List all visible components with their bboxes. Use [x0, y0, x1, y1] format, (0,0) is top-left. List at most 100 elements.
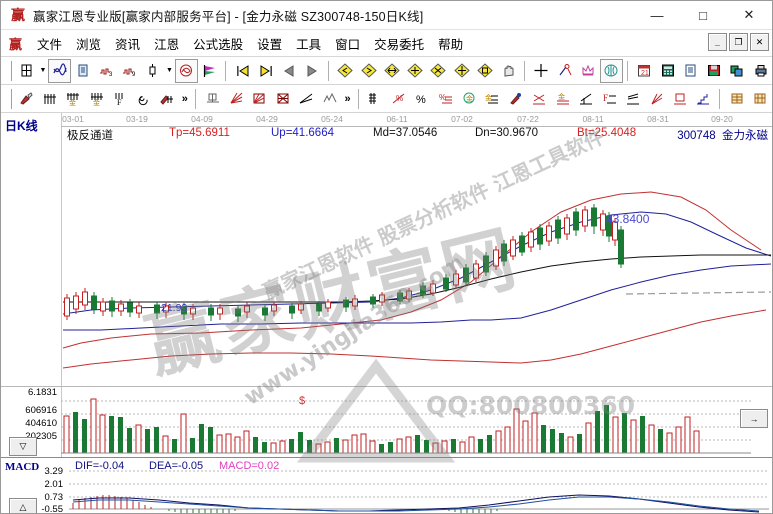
menu-item-gann[interactable]: 江恩: [154, 37, 180, 52]
calendar21-icon[interactable]: 21: [634, 60, 655, 82]
menu-item-news[interactable]: 资讯: [115, 37, 141, 52]
menu-item-tools[interactable]: 工具: [296, 37, 322, 52]
prev-icon[interactable]: [278, 60, 299, 82]
period-dropdown-icon[interactable]: ▼: [39, 67, 47, 74]
volume-panel[interactable]: 6.1831 606916 404610 202305 $: [1, 386, 772, 458]
candle-dropdown-icon[interactable]: ▼: [165, 67, 173, 74]
mdi-restore-button[interactable]: ❐: [729, 33, 748, 51]
mdi-window-controls: _ ❐ ✕: [708, 33, 769, 51]
last-page-icon[interactable]: [255, 60, 276, 82]
fan-red-icon[interactable]: [225, 88, 246, 110]
gann-gold-1-icon[interactable]: 金: [63, 88, 84, 110]
calendar-period-icon[interactable]: [16, 60, 37, 82]
red-fan-icon[interactable]: [646, 88, 667, 110]
gann-f-icon[interactable]: F: [109, 88, 130, 110]
f-line-icon[interactable]: F: [599, 88, 620, 110]
zoom-diamond-5-icon[interactable]: [428, 60, 449, 82]
scribble-chart-icon[interactable]: [48, 58, 72, 83]
next-icon[interactable]: [302, 60, 323, 82]
mdi-close-button[interactable]: ✕: [750, 33, 769, 51]
menu-item-formula-screen[interactable]: 公式选股: [193, 37, 244, 52]
toolbar-overflow-1-icon[interactable]: »: [181, 92, 188, 105]
calculator-icon[interactable]: [657, 60, 678, 82]
print-icon[interactable]: [750, 60, 771, 82]
first-page-icon[interactable]: [232, 60, 253, 82]
zigzag-icon[interactable]: [319, 88, 340, 110]
volume-panel-expand-button[interactable]: →: [740, 409, 768, 428]
crosshair-icon[interactable]: [531, 60, 552, 82]
ladder-icon[interactable]: [365, 88, 386, 110]
save-icon[interactable]: [703, 60, 724, 82]
toolbar-overflow-2-icon[interactable]: »: [344, 92, 351, 105]
kline9-icon[interactable]: 9: [119, 60, 140, 82]
box-icon[interactable]: [202, 88, 223, 110]
percent-red-icon[interactable]: %: [388, 88, 409, 110]
percent-icon[interactable]: %: [411, 88, 432, 110]
macd-title-label: MACD: [5, 461, 40, 473]
gold-circle-icon[interactable]: 金: [458, 88, 479, 110]
menu-item-browse[interactable]: 浏览: [76, 37, 102, 52]
zoom-diamond-6-icon[interactable]: [451, 60, 472, 82]
square-net-icon[interactable]: [272, 88, 293, 110]
gann-circle-icon[interactable]: [174, 58, 198, 83]
pen-draw-icon[interactable]: [16, 88, 37, 110]
notes-icon[interactable]: [680, 60, 701, 82]
zoom-diamond-3-icon[interactable]: [381, 60, 402, 82]
report-icon[interactable]: [72, 60, 93, 82]
indicator-dn: Dn=30.9670: [475, 127, 538, 139]
svg-text:金: 金: [558, 92, 565, 101]
angle2-icon[interactable]: [575, 88, 596, 110]
toolbar-grip[interactable]: [6, 60, 12, 81]
price-label-latest: 43.8400: [606, 212, 650, 226]
macd-axis-label: 0.73: [44, 492, 64, 503]
menu-item-help[interactable]: 帮助: [438, 37, 464, 52]
cross-line-icon[interactable]: [529, 88, 550, 110]
minimize-button[interactable]: —: [650, 7, 664, 23]
spiral-icon[interactable]: [133, 88, 154, 110]
maximize-button[interactable]: □: [699, 7, 707, 23]
title-bar: 赢 赢家江恩专业版[赢家内部服务平台] - [金力永磁 SZ300748-150…: [1, 1, 772, 30]
hand-pan-icon[interactable]: [498, 60, 519, 82]
macd-panel[interactable]: MACD DIF=-0.04 DEA=-0.05 MACD=0.02 3.29 …: [1, 457, 772, 513]
volume-axis-label: 606916: [25, 405, 57, 416]
gold-line-icon[interactable]: 金: [482, 88, 503, 110]
pointer-draw-icon[interactable]: [554, 60, 575, 82]
gold-square-icon[interactable]: 金: [552, 88, 573, 110]
zoom-diamond-2-icon[interactable]: [358, 60, 379, 82]
grid-lines-icon[interactable]: [39, 88, 60, 110]
square-fan-icon[interactable]: [249, 88, 270, 110]
copy-icon[interactable]: [727, 60, 748, 82]
red-box-icon[interactable]: [669, 88, 690, 110]
date-tick: 04-29: [256, 114, 278, 124]
macd-scroll-up-button[interactable]: △: [9, 498, 37, 513]
multi-line-icon[interactable]: [622, 88, 643, 110]
volume-scroll-down-button[interactable]: ▽: [9, 437, 37, 456]
price-panel[interactable]: 43.8400 21.93: [1, 142, 772, 386]
zoom-diamond-4-icon[interactable]: [405, 60, 426, 82]
menu-item-trade[interactable]: 交易委托: [374, 37, 425, 52]
menu-item-window[interactable]: 窗口: [335, 37, 361, 52]
mdi-minimize-button[interactable]: _: [708, 33, 727, 51]
kline3-icon[interactable]: 3: [96, 60, 117, 82]
angle-line-icon[interactable]: [296, 88, 317, 110]
candle-icon[interactable]: [142, 60, 163, 82]
percent-line-icon[interactable]: %: [435, 88, 456, 110]
date-tick: 03-19: [126, 114, 148, 124]
pen-grid-icon[interactable]: [156, 88, 177, 110]
toolbar-separator: [225, 60, 227, 81]
zoom-diamond-7-icon[interactable]: [474, 60, 495, 82]
menu-item-file[interactable]: 文件: [37, 37, 63, 52]
rocket-icon[interactable]: [505, 88, 526, 110]
flag-icon[interactable]: [199, 60, 220, 82]
brain-icon[interactable]: [599, 58, 623, 83]
gann-gold-2-icon[interactable]: 金: [86, 88, 107, 110]
grid-table-2-icon[interactable]: [749, 88, 770, 110]
crown-icon[interactable]: [577, 60, 598, 82]
close-button[interactable]: ✕: [743, 7, 755, 22]
zoom-diamond-1-icon[interactable]: [335, 60, 356, 82]
toolbar-grip[interactable]: [6, 88, 12, 109]
grid-table-1-icon[interactable]: [726, 88, 747, 110]
indicator-name: 极反通道: [67, 130, 113, 142]
menu-item-settings[interactable]: 设置: [257, 37, 283, 52]
stair-icon[interactable]: [693, 88, 714, 110]
